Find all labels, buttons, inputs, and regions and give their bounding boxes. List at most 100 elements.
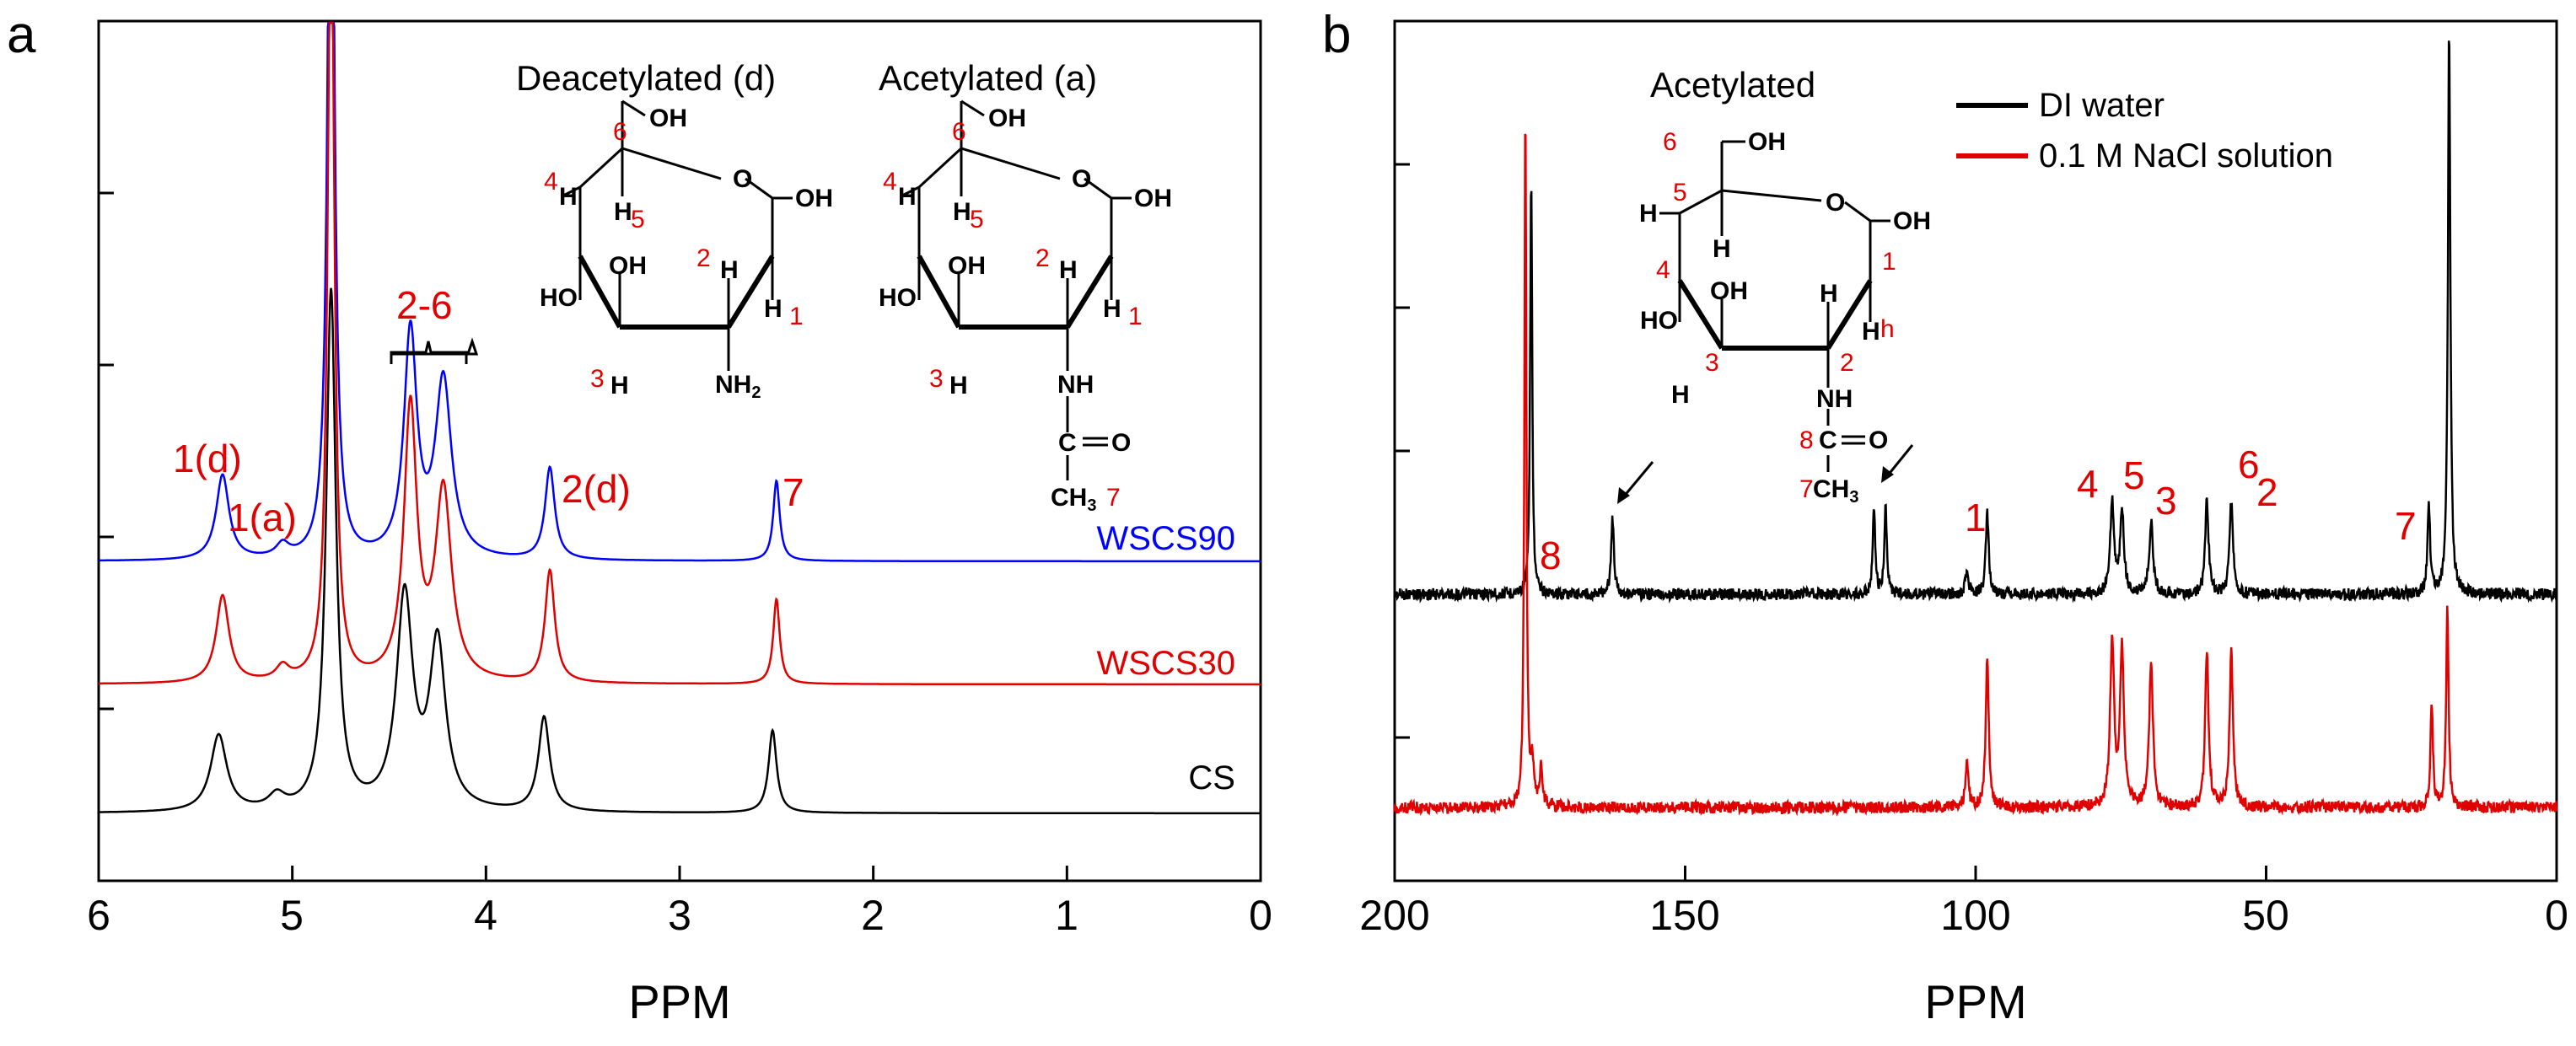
svg-text:O: O <box>1072 165 1091 193</box>
series-0-1-m-nacl-solution <box>1393 133 2558 817</box>
svg-text:H: H <box>953 198 971 226</box>
b-xlabel: PPM <box>1924 975 2026 1028</box>
svg-text:H: H <box>1059 256 1078 284</box>
svg-text:1: 1 <box>789 303 804 330</box>
svg-text:OH: OH <box>1134 185 1172 212</box>
b-tick-0: 0 <box>2545 892 2568 939</box>
a-bracket <box>390 341 468 364</box>
svg-text:H: H <box>1103 295 1121 323</box>
b-annot-4: 4 <box>2077 462 2099 506</box>
panel-a-frame <box>97 19 1262 882</box>
panel-a-letter: a <box>7 6 36 64</box>
legend: DI water 0.1 M NaCl solution <box>1956 87 2333 174</box>
svg-text:4: 4 <box>544 168 558 196</box>
b-annot-8: 8 <box>1540 534 1562 577</box>
panel-b: b 200 150 100 50 0 PPM DI water 0.1 M Na… <box>1322 6 2568 1028</box>
svg-text:OH: OH <box>609 252 647 280</box>
series-di-water <box>1393 40 2558 604</box>
svg-text:HO: HO <box>540 284 578 312</box>
svg-text:4: 4 <box>883 168 897 196</box>
svg-text:HO: HO <box>879 284 917 312</box>
svg-text:5: 5 <box>631 206 645 233</box>
svg-text:H: H <box>898 183 917 211</box>
svg-text:C: C <box>1819 426 1837 454</box>
b-annot-7: 7 <box>2395 504 2417 548</box>
a-annot-7: 7 <box>782 470 804 514</box>
b-tick-200: 200 <box>1359 892 1429 939</box>
svg-text:OH: OH <box>795 185 833 212</box>
a-tick-6: 6 <box>87 892 110 939</box>
label-wscs90: WSCS90 <box>1097 520 1236 557</box>
svg-text:OH: OH <box>649 105 687 132</box>
svg-text:2: 2 <box>1840 349 1854 377</box>
svg-text:H: H <box>1713 235 1731 263</box>
a-annot-1a: 1(a) <box>228 496 297 539</box>
svg-text:7: 7 <box>1106 484 1121 512</box>
svg-text:H: H <box>720 256 739 284</box>
a-tick-2: 2 <box>861 892 885 939</box>
svg-text:O: O <box>1111 429 1131 457</box>
svg-text:8: 8 <box>1799 426 1814 454</box>
svg-text:6: 6 <box>1663 128 1677 156</box>
svg-text:3: 3 <box>590 365 605 393</box>
acetylated-title-a: Acetylated (a) <box>879 58 1097 98</box>
b-annot-5: 5 <box>2123 453 2145 497</box>
svg-text:O: O <box>1826 189 1845 217</box>
svg-text:H: H <box>610 372 629 400</box>
panel-b-frame <box>1393 19 2558 882</box>
legend-di: DI water <box>2039 87 2165 124</box>
svg-text:2: 2 <box>1035 244 1050 272</box>
svg-text:H: H <box>764 295 782 323</box>
a-annot-2-6: 2-6 <box>396 283 452 327</box>
legend-nacl: 0.1 M NaCl solution <box>2039 137 2333 174</box>
label-wscs30: WSCS30 <box>1097 645 1236 682</box>
b-annot-1: 1 <box>1965 496 1987 539</box>
a-tick-4: 4 <box>474 892 497 939</box>
b-annot-6: 6 <box>2238 443 2260 486</box>
svg-text:HO: HO <box>1640 307 1678 335</box>
b-annot-2: 2 <box>2256 470 2278 514</box>
a-annot-1d: 1(d) <box>173 437 242 480</box>
svg-text:OH: OH <box>1893 207 1931 235</box>
svg-text:3: 3 <box>1705 349 1719 377</box>
svg-text:2: 2 <box>696 244 711 272</box>
svg-text:H: H <box>1671 381 1690 409</box>
a-tick-3: 3 <box>668 892 691 939</box>
deacetylated-title: Deacetylated (d) <box>516 58 776 98</box>
arrow-right <box>1881 444 1914 483</box>
series-wscs90 <box>99 21 1261 563</box>
svg-text:O: O <box>733 165 752 193</box>
svg-text:OH: OH <box>948 252 986 280</box>
svg-text:5: 5 <box>970 206 984 233</box>
svg-text:NH: NH <box>1816 385 1853 413</box>
svg-text:4: 4 <box>1656 256 1670 284</box>
label-cs: CS <box>1188 759 1235 797</box>
svg-text:H: H <box>1639 200 1658 228</box>
panel-b-traces <box>1393 40 2558 817</box>
svg-text:1: 1 <box>1882 248 1896 276</box>
svg-text:1: 1 <box>1128 303 1143 330</box>
svg-text:6: 6 <box>613 118 627 146</box>
svg-text:5: 5 <box>1673 179 1687 207</box>
panel-b-letter: b <box>1322 6 1351 64</box>
arrow-left <box>1617 461 1654 504</box>
svg-text:OH: OH <box>1710 277 1748 305</box>
svg-text:6: 6 <box>952 118 966 146</box>
b-annot-3: 3 <box>2155 479 2177 523</box>
b-tick-50: 50 <box>2242 892 2289 939</box>
panel-a-traces <box>99 21 1261 815</box>
nh2-label: NH2 <box>715 371 761 402</box>
acetylated-title-b: Acetylated <box>1650 65 1815 105</box>
acetylated-structure-a: Acetylated (a) O OH OH <box>879 58 1172 515</box>
svg-text:NH: NH <box>1057 371 1094 399</box>
acetylated-structure-b: Acetylated O OH OH HO <box>1639 65 1931 507</box>
a-tick-1: 1 <box>1055 892 1078 939</box>
a-tick-0: 0 <box>1249 892 1272 939</box>
series-cs <box>99 287 1261 815</box>
series-wscs30 <box>99 21 1261 686</box>
svg-text:7: 7 <box>1799 475 1814 503</box>
svg-text:3: 3 <box>929 365 944 393</box>
a-xlabel: PPM <box>628 975 730 1028</box>
svg-text:h: h <box>1880 315 1895 343</box>
